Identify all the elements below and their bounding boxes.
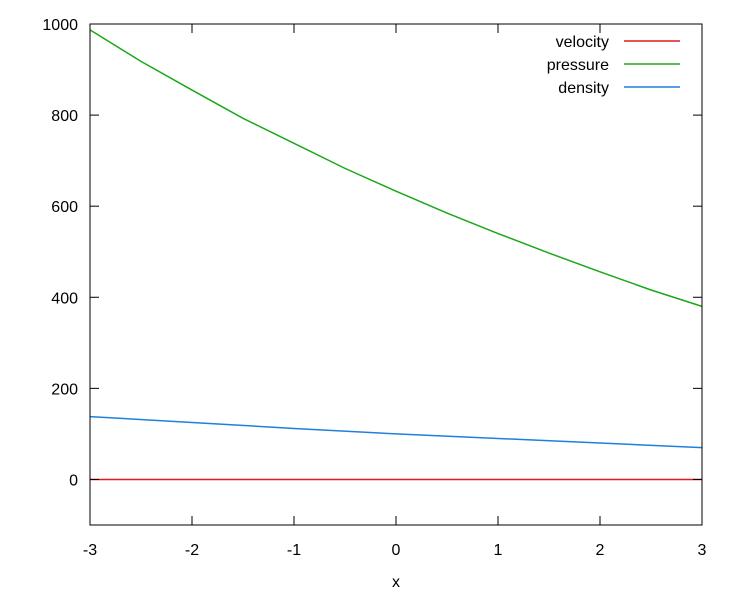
ticks-layer: -3 -2 -1 0 1 2 3 0 200 400 600 800 1000 bbox=[42, 17, 706, 559]
legend-label-density: density bbox=[558, 80, 609, 97]
x-tick-label: -2 bbox=[185, 542, 199, 559]
y-tick-label: 200 bbox=[51, 381, 78, 398]
x-tick-label: -3 bbox=[83, 542, 97, 559]
y-tick-label: 600 bbox=[51, 199, 78, 216]
y-tick-label: 0 bbox=[69, 472, 78, 489]
x-tick-label: 3 bbox=[698, 542, 707, 559]
y-tick-label: 1000 bbox=[42, 17, 78, 34]
y-tick-label: 400 bbox=[51, 290, 78, 307]
legend-label-velocity: velocity bbox=[556, 34, 609, 51]
x-tick-label: 2 bbox=[596, 542, 605, 559]
legend-label-pressure: pressure bbox=[547, 57, 609, 74]
plot-frame bbox=[89, 23, 703, 526]
legend: velocity pressure density bbox=[547, 34, 680, 97]
series-line-pressure bbox=[89, 29, 703, 308]
x-tick-label: -1 bbox=[287, 542, 301, 559]
y-tick-label: 800 bbox=[51, 108, 78, 125]
series-line-density bbox=[89, 415, 703, 449]
x-tick-label: 0 bbox=[392, 542, 401, 559]
series-layer bbox=[89, 29, 703, 481]
x-tick-label: 1 bbox=[494, 542, 503, 559]
x-axis-label: x bbox=[392, 574, 400, 591]
